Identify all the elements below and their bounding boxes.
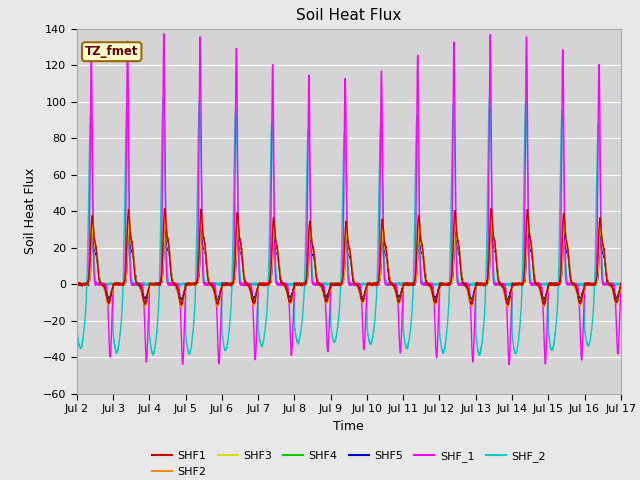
- SHF5: [617, 282, 625, 288]
- SHF_1: [160, 31, 168, 36]
- SHF3: [177, 302, 185, 308]
- SHF3: [73, 281, 81, 287]
- SHF3: [502, 296, 509, 301]
- SHF1: [616, 284, 624, 290]
- X-axis label: Time: Time: [333, 420, 364, 432]
- Line: SHF_2: SHF_2: [77, 97, 621, 356]
- SHF4: [441, 281, 449, 287]
- SHF4: [502, 295, 509, 301]
- SHF_2: [329, 335, 337, 340]
- SHF_1: [171, 281, 179, 287]
- Line: SHF5: SHF5: [77, 223, 621, 301]
- SHF5: [162, 220, 170, 226]
- SHF_2: [171, 281, 179, 287]
- SHF4: [171, 283, 179, 288]
- SHF2: [617, 280, 625, 286]
- Text: TZ_fmet: TZ_fmet: [85, 45, 138, 58]
- SHF3: [171, 281, 179, 287]
- Line: SHF_1: SHF_1: [77, 34, 621, 364]
- SHF1: [471, 286, 479, 291]
- SHF_1: [73, 281, 81, 287]
- SHF_1: [502, 285, 509, 291]
- SHF_1: [617, 281, 625, 287]
- SHF2: [441, 281, 449, 287]
- Title: Soil Heat Flux: Soil Heat Flux: [296, 9, 401, 24]
- Line: SHF3: SHF3: [77, 220, 621, 305]
- SHF5: [73, 282, 81, 288]
- SHF4: [161, 212, 169, 218]
- SHF5: [441, 281, 449, 287]
- SHF_1: [329, 281, 337, 287]
- Line: SHF1: SHF1: [77, 208, 621, 305]
- SHF3: [471, 289, 479, 295]
- SHF4: [214, 300, 221, 306]
- SHF4: [617, 282, 625, 288]
- SHF_2: [476, 353, 483, 359]
- SHF_1: [441, 282, 449, 288]
- SHF_2: [159, 95, 167, 100]
- SHF2: [177, 304, 185, 310]
- SHF1: [161, 205, 168, 211]
- Y-axis label: Soil Heat Flux: Soil Heat Flux: [24, 168, 37, 254]
- Legend: SHF1, SHF2, SHF3, SHF4, SHF5, SHF_1, SHF_2: SHF1, SHF2, SHF3, SHF4, SHF5, SHF_1, SHF…: [147, 446, 550, 480]
- SHF1: [171, 280, 179, 286]
- SHF2: [616, 289, 624, 295]
- Line: SHF2: SHF2: [77, 212, 621, 307]
- SHF1: [502, 294, 509, 300]
- SHF3: [616, 288, 624, 294]
- SHF1: [617, 280, 625, 286]
- SHF2: [73, 281, 81, 287]
- SHF_2: [441, 346, 449, 352]
- SHF_1: [506, 361, 513, 367]
- SHF3: [617, 282, 625, 288]
- SHF1: [73, 281, 81, 287]
- SHF4: [471, 287, 479, 293]
- SHF5: [616, 285, 624, 291]
- SHF5: [329, 281, 337, 287]
- SHF3: [441, 282, 449, 288]
- SHF_2: [502, 281, 509, 287]
- SHF5: [171, 282, 179, 288]
- SHF3: [161, 217, 169, 223]
- SHF4: [616, 287, 624, 292]
- SHF2: [171, 282, 179, 288]
- SHF4: [329, 281, 337, 287]
- SHF_2: [617, 281, 625, 287]
- SHF1: [329, 281, 337, 287]
- SHF_2: [616, 281, 624, 287]
- SHF1: [441, 281, 449, 287]
- SHF5: [471, 289, 479, 295]
- SHF2: [161, 209, 169, 215]
- SHF5: [540, 298, 548, 304]
- SHF2: [471, 291, 479, 297]
- SHF1: [178, 302, 186, 308]
- SHF5: [502, 292, 509, 298]
- SHF_1: [616, 300, 624, 306]
- SHF2: [329, 281, 337, 287]
- SHF2: [502, 298, 509, 304]
- SHF_2: [471, 282, 479, 288]
- SHF_2: [73, 327, 81, 333]
- SHF_1: [471, 315, 479, 321]
- SHF3: [329, 281, 337, 287]
- SHF4: [73, 281, 81, 287]
- Line: SHF4: SHF4: [77, 215, 621, 303]
